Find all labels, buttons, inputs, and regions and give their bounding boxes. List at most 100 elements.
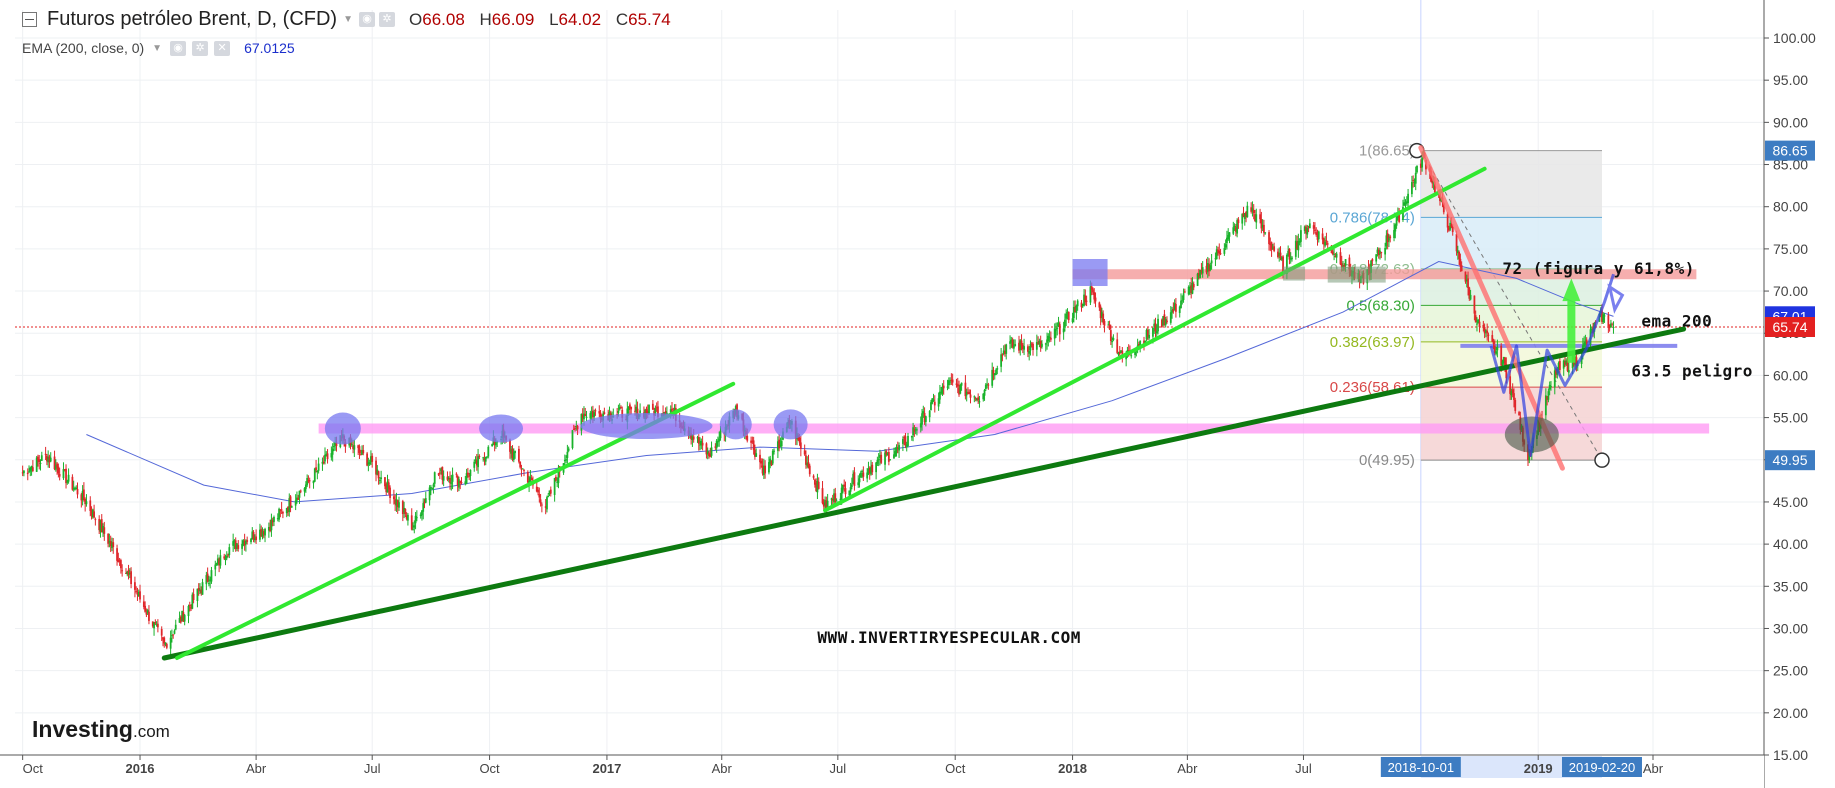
candle-body (1348, 257, 1351, 271)
collapse-icon[interactable] (22, 12, 37, 27)
candle-body (71, 476, 74, 490)
candle-body (1192, 284, 1195, 288)
candle-body (169, 637, 172, 649)
candle-body (1546, 396, 1549, 400)
ema-200-line (86, 260, 1614, 503)
candle-body (1027, 346, 1029, 352)
candle-body (931, 398, 934, 404)
candle-body (464, 481, 467, 484)
candle-body (1116, 339, 1119, 353)
candle-body (1191, 282, 1194, 294)
candle-body (1074, 306, 1077, 313)
candle-body (1333, 254, 1335, 256)
candle-body (100, 519, 103, 533)
candle-body (1030, 343, 1033, 345)
candle-body (992, 370, 995, 375)
candle-body (884, 452, 886, 465)
candle-body (206, 573, 209, 582)
candle-body (1278, 252, 1281, 256)
candle-body (1232, 227, 1235, 234)
candle-body (933, 401, 936, 406)
candle-body (1254, 214, 1256, 222)
candle-body (90, 509, 93, 516)
candle-body (1148, 334, 1151, 339)
candle-body (1047, 335, 1050, 342)
indicator-value: 67.0125 (244, 40, 295, 56)
gear-icon[interactable]: ✲ (379, 12, 395, 27)
candle-body (196, 588, 199, 601)
candle-body (312, 480, 315, 484)
candle-body (617, 411, 620, 413)
candle-body (696, 437, 699, 439)
candle-body (421, 510, 423, 516)
candle-body (76, 488, 79, 495)
candle-body (1307, 226, 1310, 228)
candle-body (392, 496, 395, 500)
candle-body (200, 589, 203, 594)
candle-body (833, 493, 835, 502)
candle-body (270, 519, 273, 531)
candle-body (1099, 306, 1102, 319)
candle-body (1612, 326, 1615, 328)
chevron-down-icon[interactable]: ▼ (343, 14, 353, 25)
candle-body (227, 554, 229, 556)
close-icon[interactable]: ✕ (214, 40, 231, 56)
candle-body (429, 486, 432, 489)
eye-icon[interactable]: ◉ (359, 12, 375, 27)
candle-body (218, 559, 221, 566)
candle-body (422, 503, 425, 512)
price-tick-label: 20.00 (1773, 705, 1808, 721)
candle-body (1227, 234, 1230, 240)
candle-body (1021, 345, 1024, 350)
candle-body (1317, 231, 1320, 240)
candle-body (412, 529, 414, 531)
candle-body (889, 459, 892, 461)
candle-body (1296, 242, 1298, 249)
candle-body (1459, 258, 1462, 267)
candle-body (1067, 311, 1070, 321)
candle-body (655, 407, 658, 409)
candle-body (697, 437, 700, 444)
candle-body (1071, 318, 1074, 323)
candle-body (1500, 345, 1503, 366)
candle-body (639, 410, 641, 413)
candle-body (233, 540, 236, 542)
candle-body (1451, 226, 1454, 233)
candle-body (108, 541, 111, 543)
candle-body (335, 442, 338, 447)
candle-body (1178, 306, 1181, 313)
candle-body (913, 429, 916, 432)
candle-body (125, 572, 127, 574)
chevron-down-icon[interactable]: ▼ (152, 42, 163, 54)
candle-body (1012, 345, 1015, 349)
eye-icon[interactable]: ◉ (170, 40, 187, 56)
candle-body (450, 482, 453, 484)
candle-body (40, 455, 43, 461)
candle-body (1553, 370, 1556, 388)
candle-body (214, 564, 217, 570)
candle-body (556, 481, 559, 483)
candle-body (1108, 324, 1111, 330)
candle-body (719, 430, 722, 439)
candle-body (1125, 354, 1128, 360)
candle-body (1297, 240, 1300, 251)
trendline-rising-trend-2017 (823, 166, 1487, 513)
candle-body (98, 519, 101, 531)
candle-body (566, 451, 569, 458)
candle-body (1547, 391, 1550, 400)
candle-body (1567, 370, 1570, 373)
candle-body (805, 455, 807, 465)
price-tag-label: 65.74 (1772, 319, 1807, 335)
candle-body (1187, 286, 1190, 295)
candle-body (907, 435, 909, 446)
candle-body (1263, 224, 1265, 233)
time-tick-label: Oct (23, 761, 44, 776)
candle-body (960, 382, 963, 386)
candle-body (987, 384, 990, 386)
candle-body (1172, 308, 1175, 312)
candle-body (1487, 334, 1490, 336)
candle-body (1482, 324, 1485, 329)
candle-body (296, 497, 298, 501)
gear-icon[interactable]: ✲ (192, 40, 209, 56)
